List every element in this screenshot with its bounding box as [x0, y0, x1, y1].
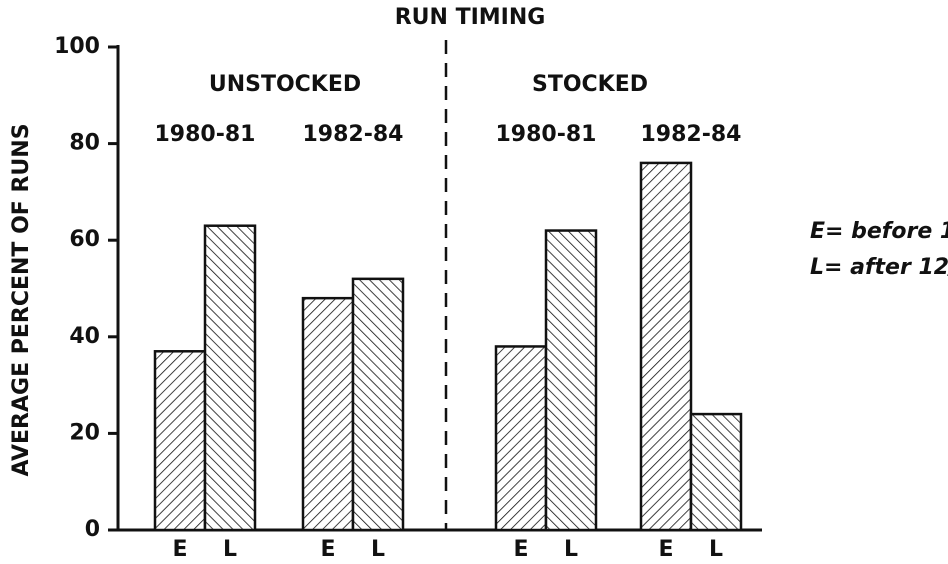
x-tick-label: E: [172, 537, 187, 562]
x-tick-label: L: [371, 537, 385, 562]
y-tick-label: 80: [69, 131, 100, 156]
y-tick-label: 60: [69, 227, 100, 252]
panel-label: STOCKED: [532, 72, 648, 97]
bar: [351, 277, 405, 532]
x-tick-label: E: [513, 537, 528, 562]
bar: [689, 412, 743, 532]
y-tick-label: 40: [69, 324, 100, 349]
x-tick-label: L: [223, 537, 237, 562]
x-tick-label: L: [564, 537, 578, 562]
y-tick-label: 0: [85, 517, 100, 542]
bar: [153, 350, 207, 532]
panel-label: UNSTOCKED: [209, 72, 361, 97]
period-label: 1982-84: [303, 122, 404, 147]
chart-title: RUN TIMING: [395, 5, 546, 30]
period-label: 1980-81: [155, 122, 256, 147]
bar: [544, 229, 598, 532]
y-tick-label: 100: [54, 34, 100, 59]
bar: [639, 161, 693, 532]
y-axis-label: AVERAGE PERCENT OF RUNS: [9, 123, 34, 476]
period-label: 1982-84: [641, 122, 742, 147]
bar: [203, 224, 257, 532]
x-tick-label: E: [658, 537, 673, 562]
period-label: 1980-81: [496, 122, 597, 147]
y-tick-label: 20: [69, 420, 100, 445]
legend-note: E= before 12/1: [810, 219, 948, 244]
x-tick-label: L: [709, 537, 723, 562]
x-tick-label: E: [320, 537, 335, 562]
bar: [301, 296, 355, 532]
bar: [494, 345, 548, 532]
legend-note: L= after 12/1: [810, 255, 948, 280]
